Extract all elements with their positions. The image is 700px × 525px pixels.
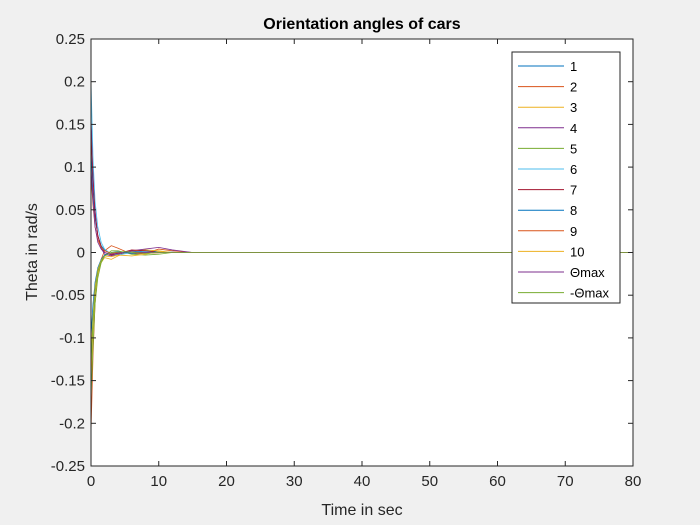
legend-label-10: 10: [570, 244, 584, 259]
x-tick-label: 10: [150, 473, 167, 490]
x-axis-label: Time in sec: [321, 502, 402, 519]
legend-label-11: Θmax: [570, 265, 605, 280]
legend-label-4: 4: [570, 121, 577, 136]
x-tick-label: 50: [421, 473, 438, 490]
series-line-8: [90, 251, 633, 338]
series-line-11: [90, 167, 633, 255]
y-tick-label: 0.15: [56, 116, 85, 133]
chart-title: Orientation angles of cars: [263, 16, 460, 33]
y-tick-label: -0.15: [51, 373, 85, 390]
series-line-5: [90, 250, 633, 398]
y-tick-label: -0.1: [59, 330, 85, 347]
y-tick-label: 0.25: [56, 31, 85, 48]
y-tick-label: 0.1: [64, 159, 85, 176]
y-tick-label: 0.05: [56, 202, 85, 219]
y-tick-label: 0.2: [64, 74, 85, 91]
legend-label-8: 8: [570, 203, 577, 218]
legend-label-5: 5: [570, 141, 577, 156]
x-tick-label: 0: [87, 473, 95, 490]
legend-label-12: -Θmax: [570, 286, 610, 301]
legend-box: [511, 51, 621, 304]
legend-label-6: 6: [570, 162, 577, 177]
plot-frame: [90, 38, 634, 467]
series-line-10: [90, 251, 633, 356]
y-tick-label: -0.25: [51, 458, 85, 475]
legend: 1 2 3 4 5 6 7 8 9 10 Θmax -Θmax: [511, 51, 621, 304]
legend-label-2: 2: [570, 80, 577, 95]
x-tick-label: 70: [557, 473, 574, 490]
x-tick-label: 80: [625, 473, 642, 490]
legend-label-1: 1: [570, 59, 577, 74]
legend-label-3: 3: [570, 100, 577, 115]
x-tick-label: 60: [489, 473, 506, 490]
y-axis-label: Theta in rad/s: [24, 203, 41, 301]
series-line-12: [90, 251, 633, 364]
y-tick-label: -0.05: [51, 287, 85, 304]
series-layer: [90, 81, 633, 432]
y-tick-label: -0.2: [59, 415, 85, 432]
ticks-layer: 0 10 20 30 40 50 60 70 80-0.25-0.2-0.15-0.1-0.05…: [51, 31, 642, 490]
legend-label-9: 9: [570, 224, 577, 239]
y-tick-label: 0: [77, 245, 85, 262]
x-tick-label: 40: [354, 473, 371, 490]
legend-label-7: 7: [570, 183, 577, 198]
x-tick-label: 20: [218, 473, 235, 490]
x-tick-label: 30: [286, 473, 303, 490]
series-line-4: [90, 115, 633, 257]
